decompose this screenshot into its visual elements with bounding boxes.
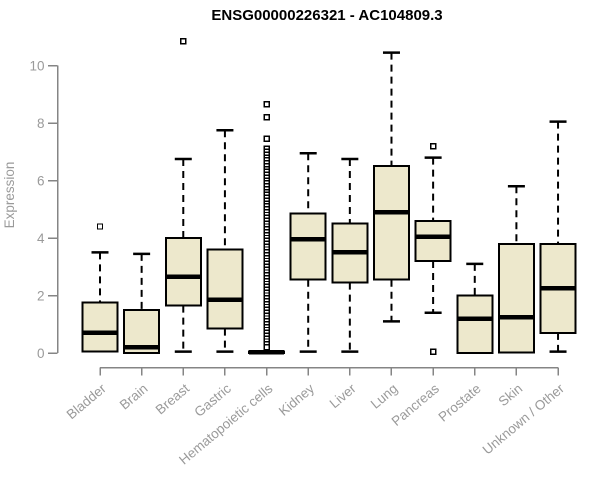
outlier-point <box>96 223 104 230</box>
y-tick-label: 8 <box>37 116 45 131</box>
category-label-skin: Skin <box>496 381 526 409</box>
iqr-box <box>414 219 452 263</box>
box-pancreas <box>414 142 452 355</box>
box-unknown-other <box>539 120 577 353</box>
category-label-breast: Breast <box>153 381 193 418</box>
box-kidney <box>289 152 327 353</box>
box-brain <box>123 252 161 355</box>
box-gastric <box>206 129 244 353</box>
outlier-point <box>429 348 437 355</box>
outlier-point <box>263 101 270 108</box>
iqr-box <box>372 165 410 281</box>
outlier-point <box>263 135 270 143</box>
box-prostate <box>456 262 494 354</box>
iqr-box <box>289 212 327 281</box>
y-tick-label: 0 <box>37 346 45 361</box>
category-label-lung: Lung <box>368 381 401 412</box>
y-tick-label: 6 <box>37 174 45 189</box>
box-bladder <box>81 223 119 353</box>
category-label-liver: Liver <box>327 380 359 411</box>
iqr-box <box>497 242 535 354</box>
category-label-bladder: Bladder <box>64 380 110 422</box>
iqr-box <box>81 301 119 353</box>
outlier-point <box>263 344 270 351</box>
iqr-box <box>206 248 244 330</box>
outlier-point <box>180 37 187 45</box>
y-tick-label: 2 <box>37 289 45 304</box>
box-lung <box>372 51 410 323</box>
category-label-pancreas: Pancreas <box>389 381 443 429</box>
box-skin <box>497 185 535 354</box>
outlier-point <box>263 114 270 121</box>
iqr-box <box>164 237 202 307</box>
iqr-box <box>456 294 494 354</box>
outlier-point <box>429 142 437 150</box>
y-tick-label: 10 <box>29 59 44 74</box>
box-breast <box>164 37 202 353</box>
box-liver <box>331 157 369 353</box>
category-label-kidney: Kidney <box>276 381 317 419</box>
box-hematopoietic-cells <box>248 101 286 355</box>
chart-title: ENSG00000226321 - AC104809.3 <box>211 7 443 24</box>
category-label-brain: Brain <box>117 381 151 413</box>
category-label-prostate: Prostate <box>436 381 484 425</box>
y-tick-label: 4 <box>37 231 45 246</box>
